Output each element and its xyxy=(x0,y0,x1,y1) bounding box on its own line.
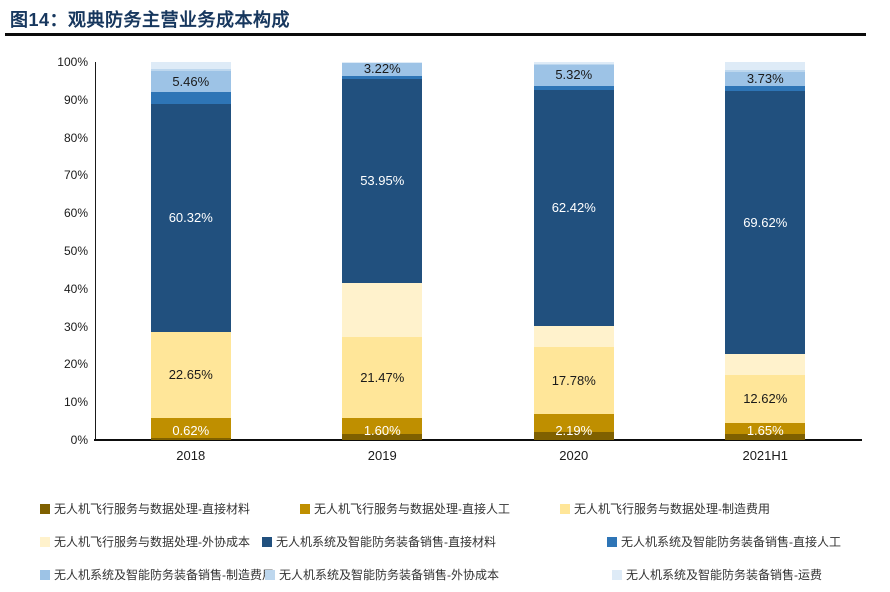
bar-2019 xyxy=(342,62,423,440)
legend-item: 无人机飞行服务与数据处理-外协成本 xyxy=(40,533,250,550)
bar-segment xyxy=(725,354,806,376)
legend-label: 无人机系统及智能防务装备销售-直接材料 xyxy=(276,535,496,549)
chart-title: 图14：观典防务主营业务成本构成 xyxy=(10,10,291,30)
legend-item: 无人机飞行服务与数据处理-制造费用 xyxy=(560,500,770,517)
bar-segment xyxy=(342,433,423,440)
bar-2018 xyxy=(150,62,231,440)
legend-label: 无人机飞行服务与数据处理-制造费用 xyxy=(574,502,770,516)
y-axis-tick: 100% xyxy=(57,55,88,69)
bar-segment xyxy=(342,282,423,337)
bar-segment xyxy=(533,347,614,415)
legend-label: 无人机系统及智能防务装备销售-直接人工 xyxy=(621,535,841,549)
bar-segment xyxy=(533,62,614,64)
bar-segment xyxy=(533,63,614,66)
plot-area: 0.62% 22.65% 60.32% 5.46% 1.60% 21.47% 53.95% 3… xyxy=(95,61,861,440)
bar-segment xyxy=(342,63,423,76)
legend-item: 无人机系统及智能防务装备销售-直接人工 xyxy=(607,533,841,550)
y-axis-tick: 80% xyxy=(63,130,88,145)
legend-label: 无人机飞行服务与数据处理-外协成本 xyxy=(54,535,250,549)
bar-segment xyxy=(150,69,231,72)
x-axis-label: 2018 xyxy=(176,448,206,463)
legend-swatch xyxy=(300,503,310,514)
bar-segment xyxy=(342,62,423,64)
legend-label: 无人机系统及智能防务装备销售-运费 xyxy=(626,568,822,582)
x-axis-line xyxy=(94,439,862,441)
bar-segment xyxy=(533,326,614,348)
legend-item: 无人机系统及智能防务装备销售-制造费用 xyxy=(40,566,274,583)
legend-swatch xyxy=(560,503,570,514)
legend-item: 无人机系统及智能防务装备销售-直接材料 xyxy=(262,533,496,550)
stacked-bar-chart: 0.62% 22.65% 60.32% 5.46% 1.60% 21.47% 53.95% 3… xyxy=(0,40,890,480)
legend-swatch xyxy=(607,536,617,547)
legend-swatch xyxy=(612,569,622,580)
bar-2020 xyxy=(533,62,614,440)
legend-item: 无人机系统及智能防务装备销售-外协成本 xyxy=(265,566,499,583)
bar-segment xyxy=(150,104,231,333)
legend-label: 无人机系统及智能防务装备销售-外协成本 xyxy=(279,568,499,582)
legend-swatch xyxy=(40,536,50,547)
legend-label: 无人机飞行服务与数据处理-直接人工 xyxy=(314,502,510,516)
y-axis-line xyxy=(95,62,96,440)
y-axis-tick: 50% xyxy=(63,244,88,258)
y-axis-tick: 10% xyxy=(63,395,88,410)
y-axis-tick: 70% xyxy=(63,168,88,183)
bar-segment xyxy=(342,418,423,434)
x-axis-label: 2021H1 xyxy=(742,448,789,463)
bar-segment xyxy=(533,65,614,86)
bar-segment xyxy=(725,91,806,355)
bar-segment xyxy=(342,78,423,283)
bar-segment xyxy=(342,336,423,419)
bar-segment xyxy=(150,437,231,440)
bar-segment xyxy=(150,71,231,92)
legend-item: 无人机飞行服务与数据处理-直接人工 xyxy=(300,500,510,517)
title-underline xyxy=(5,33,866,36)
bar-segment xyxy=(725,69,806,73)
bar-segment xyxy=(342,75,423,79)
bar-segment xyxy=(533,90,614,327)
bar-segment xyxy=(725,433,806,440)
y-axis-tick: 40% xyxy=(63,281,88,296)
bar-segment xyxy=(533,85,614,91)
legend-swatch xyxy=(40,503,50,514)
legend-swatch xyxy=(262,536,272,547)
legend-label: 无人机飞行服务与数据处理-直接材料 xyxy=(54,502,250,516)
bar-segment xyxy=(150,91,231,105)
bar-segment xyxy=(725,86,806,92)
x-axis-label: 2020 xyxy=(559,448,589,463)
y-axis-tick: 90% xyxy=(63,92,88,107)
bar-segment xyxy=(150,62,231,70)
y-axis-tick: 30% xyxy=(63,319,88,334)
legend-swatch xyxy=(265,569,275,580)
legend-label: 无人机系统及智能防务装备销售-制造费用 xyxy=(54,568,274,582)
legend-swatch xyxy=(40,569,50,580)
bar-segment xyxy=(150,417,231,438)
x-axis-label: 2019 xyxy=(367,448,397,463)
bar-segment xyxy=(150,332,231,418)
y-axis-tick: 60% xyxy=(63,206,88,221)
legend-item: 无人机系统及智能防务装备销售-运费 xyxy=(612,566,822,583)
bar-2021H1 xyxy=(725,62,806,440)
y-axis-tick: 20% xyxy=(63,357,88,372)
bar-segment xyxy=(725,62,806,70)
legend-item: 无人机飞行服务与数据处理-直接材料 xyxy=(40,500,250,517)
y-axis-tick: 0% xyxy=(70,433,88,447)
bar-segment xyxy=(533,431,614,440)
bar-segment xyxy=(725,422,806,434)
bar-segment xyxy=(725,72,806,87)
bar-segment xyxy=(725,375,806,423)
bar-segment xyxy=(342,62,423,63)
bar-segment xyxy=(533,414,614,432)
